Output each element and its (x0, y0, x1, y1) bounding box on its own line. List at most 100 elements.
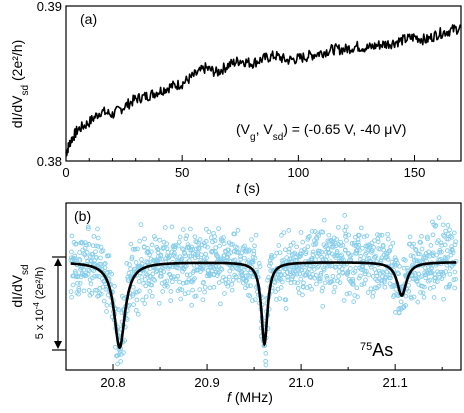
data-point (381, 247, 386, 253)
data-point (443, 269, 449, 274)
data-point (332, 284, 338, 290)
data-point (375, 236, 381, 242)
data-point (434, 252, 439, 258)
data-point (70, 282, 76, 288)
data-point (418, 290, 423, 295)
data-point (223, 277, 228, 282)
data-point (347, 290, 352, 296)
data-point (69, 233, 75, 239)
data-point (436, 215, 442, 220)
data-point (403, 303, 408, 308)
data-point (234, 274, 239, 280)
data-point (288, 242, 294, 248)
data-point (73, 241, 79, 247)
data-point (90, 251, 95, 257)
data-point (280, 279, 285, 285)
data-point (102, 265, 108, 271)
data-point (158, 252, 164, 258)
data-point (358, 225, 364, 231)
data-point (355, 294, 360, 300)
data-point (215, 254, 221, 259)
data-point (136, 279, 142, 284)
data-point (300, 292, 305, 298)
data-point (128, 266, 133, 272)
data-point (287, 269, 293, 275)
data-point (433, 275, 438, 281)
data-point (130, 284, 136, 290)
x-tick-label-a: 0 (62, 165, 69, 180)
data-point (118, 359, 124, 364)
data-point (291, 251, 297, 257)
data-point (414, 279, 419, 284)
data-point (251, 251, 257, 257)
data-point (388, 275, 393, 281)
data-point (274, 297, 279, 302)
data-point (247, 293, 253, 299)
data-point (440, 222, 446, 228)
data-point (346, 232, 352, 238)
data-point (453, 276, 458, 282)
data-point (218, 266, 224, 271)
data-point (180, 246, 185, 252)
data-point (441, 273, 447, 279)
data-point (188, 247, 194, 252)
data-point (422, 270, 428, 275)
x-tick-label-b: 21.1 (383, 375, 408, 390)
data-point (452, 285, 458, 291)
data-point (102, 261, 108, 266)
data-point (169, 224, 175, 230)
data-point (91, 233, 97, 239)
data-point (363, 277, 368, 283)
data-point (432, 278, 438, 284)
data-point (430, 253, 436, 258)
data-point (141, 281, 146, 286)
data-point (452, 242, 458, 247)
data-point (184, 272, 190, 278)
data-point (69, 249, 74, 255)
data-point (204, 255, 209, 261)
scale-bar-label: 5 x 10-4 (2e²/h) (32, 267, 47, 340)
data-point (379, 280, 385, 286)
data-point (423, 275, 428, 281)
data-point (278, 285, 284, 290)
data-point (435, 279, 440, 284)
data-point (213, 245, 219, 251)
data-point (355, 239, 361, 245)
data-point (179, 256, 185, 262)
data-point (94, 273, 100, 279)
data-point (376, 284, 381, 289)
data-point (177, 279, 182, 285)
data-point (335, 224, 341, 230)
data-point (324, 273, 329, 279)
scale-bar-arrow-up (54, 258, 62, 266)
data-point (178, 296, 184, 302)
data-point (418, 240, 423, 245)
data-point (145, 245, 150, 251)
data-point (86, 226, 91, 232)
data-point (146, 278, 152, 284)
data-point (393, 310, 398, 315)
data-point (381, 270, 387, 276)
data-point (430, 250, 436, 256)
data-point (263, 351, 269, 356)
data-point (437, 249, 443, 255)
data-point (411, 294, 417, 300)
data-point (229, 282, 235, 287)
data-point (149, 242, 155, 248)
data-point (297, 253, 303, 259)
data-point (222, 291, 227, 296)
data-point (95, 244, 101, 249)
data-point (137, 238, 143, 244)
data-point (249, 237, 254, 242)
data-point (252, 255, 258, 261)
data-point (104, 309, 109, 314)
data-point (207, 285, 213, 291)
panel-a-series-group (65, 24, 462, 157)
data-point (236, 250, 241, 255)
data-point (202, 289, 207, 295)
data-point (263, 362, 269, 368)
data-point (334, 249, 340, 254)
data-point (363, 268, 369, 274)
data-point (157, 237, 163, 243)
data-point (134, 297, 140, 303)
